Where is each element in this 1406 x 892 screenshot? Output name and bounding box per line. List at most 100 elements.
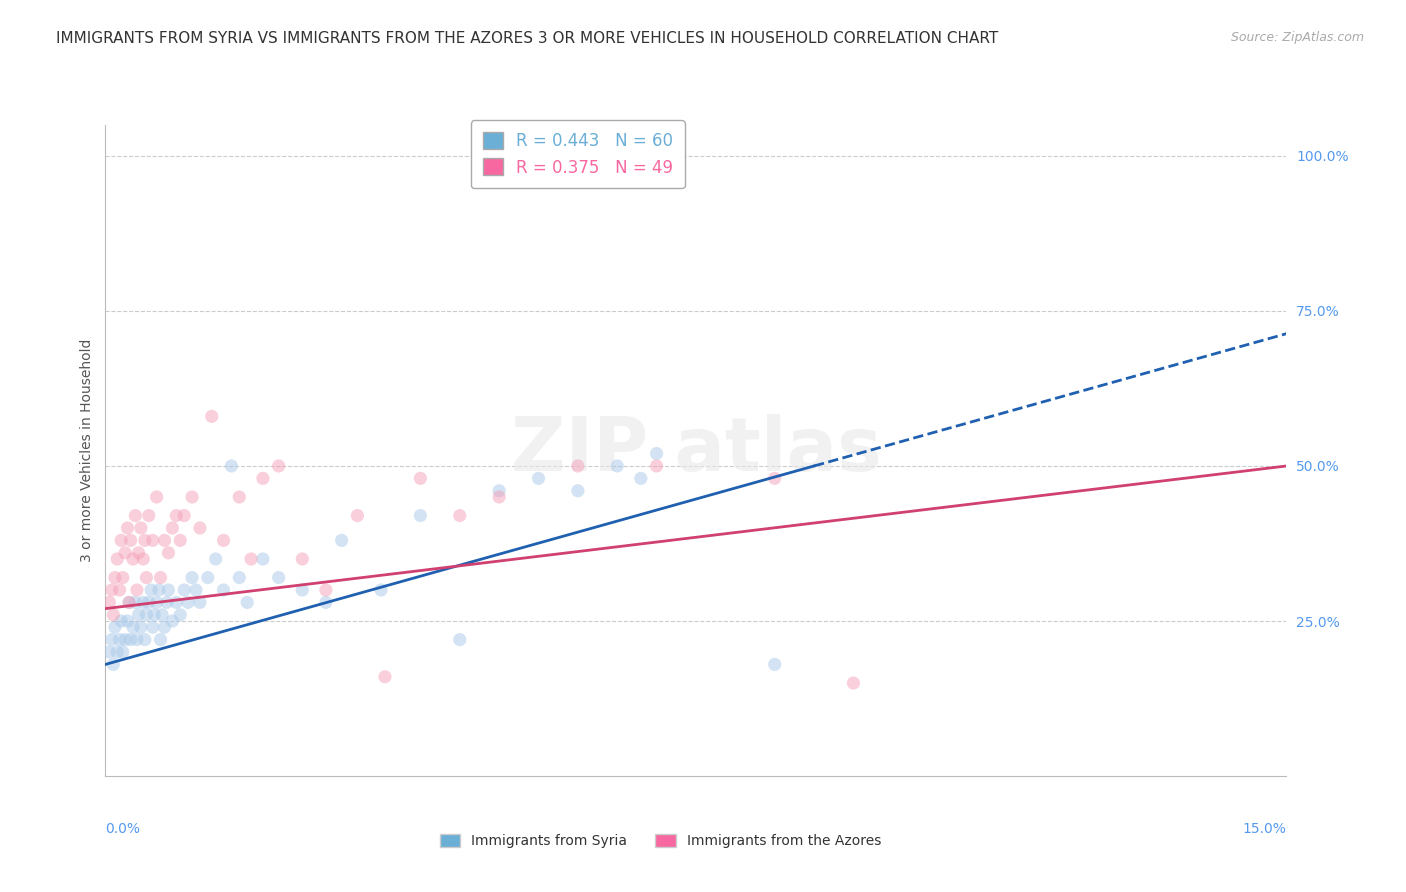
Point bbox=[488, 490, 510, 504]
Point bbox=[267, 571, 290, 585]
Point bbox=[315, 595, 337, 609]
Point bbox=[842, 676, 865, 690]
Point bbox=[157, 582, 180, 597]
Point bbox=[120, 632, 142, 647]
Point bbox=[142, 620, 165, 634]
Point bbox=[330, 533, 353, 548]
Point bbox=[108, 582, 131, 597]
Text: IMMIGRANTS FROM SYRIA VS IMMIGRANTS FROM THE AZORES 3 OR MORE VEHICLES IN HOUSEH: IMMIGRANTS FROM SYRIA VS IMMIGRANTS FROM… bbox=[56, 31, 998, 46]
Point bbox=[449, 508, 471, 523]
Point bbox=[98, 645, 121, 659]
Point bbox=[145, 490, 167, 504]
Point bbox=[252, 471, 274, 485]
Point bbox=[128, 607, 150, 622]
Point bbox=[111, 645, 134, 659]
Point bbox=[145, 595, 167, 609]
Point bbox=[118, 595, 141, 609]
Point bbox=[645, 458, 668, 473]
Point bbox=[129, 521, 152, 535]
Point bbox=[125, 632, 148, 647]
Point bbox=[128, 546, 150, 560]
Point bbox=[135, 571, 157, 585]
Point bbox=[409, 508, 432, 523]
Point bbox=[228, 571, 250, 585]
Point bbox=[105, 645, 128, 659]
Point bbox=[630, 471, 652, 485]
Point bbox=[132, 552, 155, 566]
Point bbox=[122, 620, 145, 634]
Point bbox=[150, 607, 173, 622]
Point bbox=[134, 632, 156, 647]
Point bbox=[267, 458, 290, 473]
Point bbox=[162, 614, 184, 628]
Point bbox=[212, 582, 235, 597]
Point bbox=[370, 582, 392, 597]
Point bbox=[148, 582, 170, 597]
Point bbox=[98, 595, 121, 609]
Point bbox=[114, 632, 136, 647]
Point bbox=[188, 521, 211, 535]
Point bbox=[236, 595, 259, 609]
Point bbox=[100, 632, 122, 647]
Point bbox=[153, 533, 176, 548]
Text: 0.0%: 0.0% bbox=[105, 822, 141, 836]
Point bbox=[763, 471, 786, 485]
Point bbox=[103, 607, 125, 622]
Point bbox=[177, 595, 200, 609]
Point bbox=[149, 632, 172, 647]
Point bbox=[125, 582, 148, 597]
Point bbox=[567, 458, 589, 473]
Point bbox=[134, 533, 156, 548]
Point bbox=[111, 571, 134, 585]
Point bbox=[129, 620, 152, 634]
Point bbox=[124, 508, 146, 523]
Text: ZIP atlas: ZIP atlas bbox=[510, 414, 882, 487]
Text: Source: ZipAtlas.com: Source: ZipAtlas.com bbox=[1230, 31, 1364, 45]
Point bbox=[149, 571, 172, 585]
Point bbox=[567, 483, 589, 498]
Point bbox=[157, 546, 180, 560]
Point bbox=[138, 595, 160, 609]
Point bbox=[162, 521, 184, 535]
Point bbox=[645, 446, 668, 460]
Point bbox=[132, 595, 155, 609]
Point bbox=[122, 552, 145, 566]
Point bbox=[108, 632, 131, 647]
Point bbox=[527, 471, 550, 485]
Point bbox=[252, 552, 274, 566]
Legend: R = 0.443   N = 60, R = 0.375   N = 49: R = 0.443 N = 60, R = 0.375 N = 49 bbox=[471, 120, 685, 188]
Point bbox=[104, 620, 127, 634]
Point bbox=[212, 533, 235, 548]
Point bbox=[181, 571, 204, 585]
Point bbox=[120, 533, 142, 548]
Point bbox=[100, 582, 122, 597]
Point bbox=[117, 521, 139, 535]
Point bbox=[291, 552, 314, 566]
Y-axis label: 3 or more Vehicles in Household: 3 or more Vehicles in Household bbox=[80, 339, 94, 562]
Point bbox=[138, 508, 160, 523]
Point bbox=[103, 657, 125, 672]
Text: 15.0%: 15.0% bbox=[1243, 822, 1286, 836]
Point bbox=[165, 595, 187, 609]
Point bbox=[169, 607, 191, 622]
Point bbox=[763, 657, 786, 672]
Point bbox=[104, 571, 127, 585]
Point bbox=[201, 409, 224, 424]
Point bbox=[135, 607, 157, 622]
Point bbox=[606, 458, 628, 473]
Point bbox=[173, 582, 195, 597]
Point bbox=[449, 632, 471, 647]
Point bbox=[143, 607, 166, 622]
Point bbox=[110, 614, 132, 628]
Point bbox=[374, 670, 396, 684]
Point bbox=[173, 508, 195, 523]
Point bbox=[228, 490, 250, 504]
Point bbox=[156, 595, 179, 609]
Point bbox=[105, 552, 128, 566]
Point bbox=[124, 595, 146, 609]
Point bbox=[139, 582, 162, 597]
Point bbox=[114, 546, 136, 560]
Point bbox=[169, 533, 191, 548]
Point bbox=[153, 620, 176, 634]
Point bbox=[165, 508, 187, 523]
